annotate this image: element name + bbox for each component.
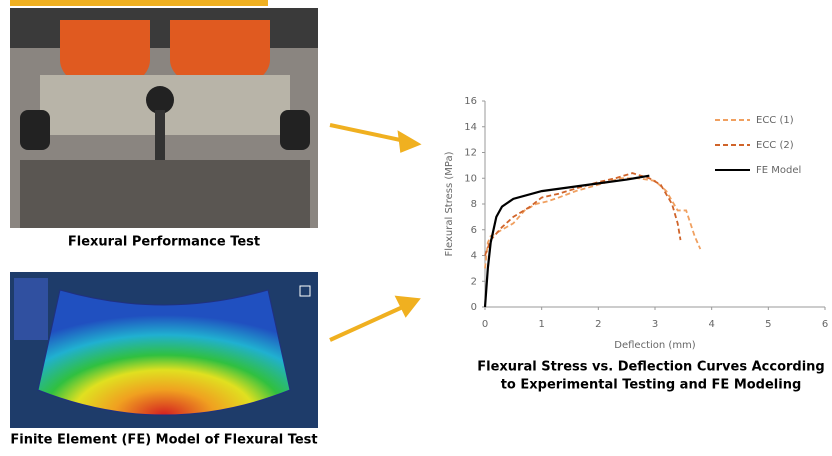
legend-label: ECC (1) [756, 115, 794, 126]
x-tick-label: 4 [708, 319, 714, 330]
series-line [485, 176, 649, 307]
series-line [485, 178, 700, 268]
legend-label: ECC (2) [756, 140, 794, 151]
y-tick-label: 16 [464, 96, 477, 107]
x-tick-label: 1 [538, 319, 544, 330]
photo-caption: Flexural Performance Test [68, 235, 260, 250]
x-tick-label: 0 [482, 319, 488, 330]
x-tick-label: 2 [595, 319, 601, 330]
x-tick-label: 5 [765, 319, 771, 330]
arrows [330, 125, 417, 340]
y-axis-label: Flexural Stress (MPa) [444, 151, 455, 256]
page: Flexural Performance Test Finite Element… [0, 0, 832, 452]
y-tick-label: 2 [471, 276, 477, 287]
y-tick-label: 6 [471, 225, 477, 236]
chart-caption: Flexural Stress vs. Deflection Curves Ac… [477, 360, 825, 375]
y-tick-label: 8 [471, 199, 477, 210]
legend-label: FE Model [756, 165, 801, 176]
fe-model-image [10, 272, 318, 428]
x-tick-label: 6 [822, 319, 828, 330]
y-tick-label: 4 [471, 251, 477, 262]
x-tick-label: 3 [652, 319, 658, 330]
chart-caption: to Experimental Testing and FE Modeling [501, 378, 802, 393]
x-axis-label: Deflection (mm) [614, 340, 696, 351]
banner [10, 0, 268, 6]
y-tick-label: 14 [464, 122, 477, 133]
y-tick-label: 0 [471, 302, 477, 313]
test-photo [10, 8, 318, 228]
model-caption: Finite Element (FE) Model of Flexural Te… [10, 433, 317, 448]
y-tick-label: 10 [464, 173, 477, 184]
y-tick-label: 12 [464, 148, 477, 159]
